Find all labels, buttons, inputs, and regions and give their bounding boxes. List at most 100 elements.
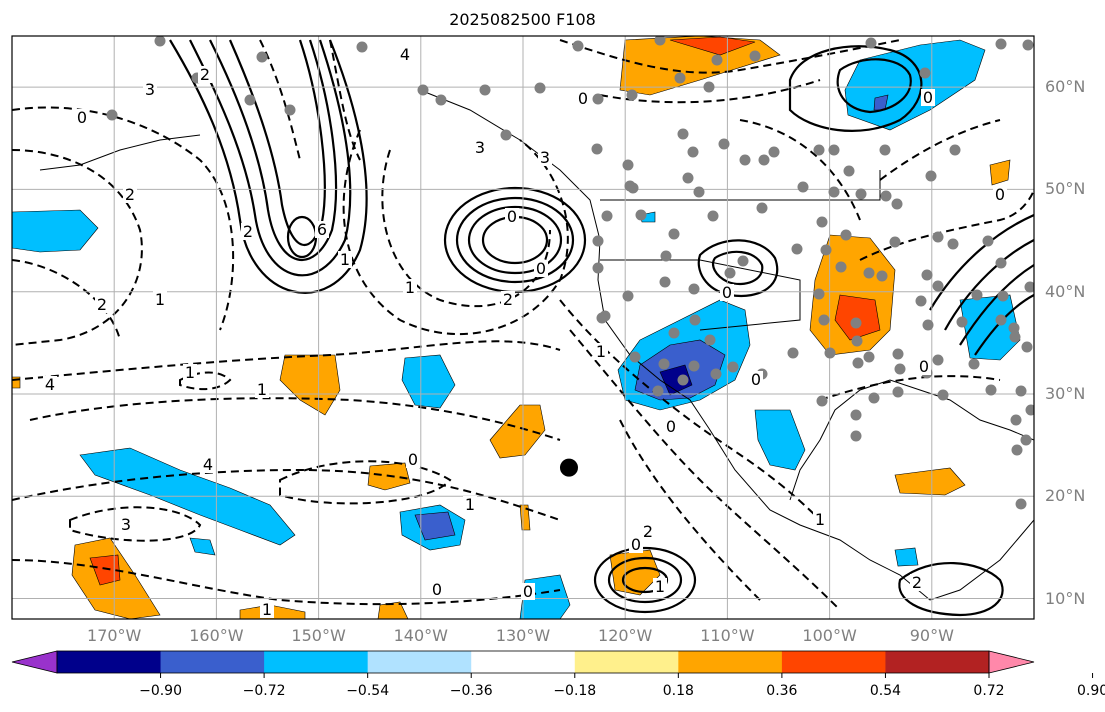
contour-label-bg <box>255 381 269 398</box>
lon-tick-label: 110°W <box>700 626 755 645</box>
contour-label-bg <box>505 208 519 225</box>
contour-label: 4 <box>400 45 410 64</box>
contour-label: 0 <box>631 535 641 554</box>
lon-tick-label: 170°W <box>87 626 142 645</box>
station-dot <box>915 295 927 307</box>
contour-label: 0 <box>77 108 87 127</box>
contour-label-bg <box>664 418 678 435</box>
station-dot <box>947 238 959 250</box>
station-dot <box>863 267 875 279</box>
station-dot <box>674 72 686 84</box>
station-dot <box>816 395 828 407</box>
contour-label-bg <box>119 516 133 533</box>
station-dot <box>850 409 862 421</box>
station-dot <box>1024 281 1034 293</box>
station-dot <box>956 316 968 328</box>
station-dot <box>688 283 700 295</box>
contour-label-bg <box>629 536 643 553</box>
colorbar-segment <box>574 651 679 673</box>
colorbar <box>11 650 1094 678</box>
contour-label: 1 <box>257 380 267 399</box>
station-dot <box>534 82 546 94</box>
contour-label-bg <box>653 578 667 595</box>
station-dot <box>982 235 994 247</box>
station-dot <box>995 257 1007 269</box>
station-dot <box>711 54 723 66</box>
colorbar-segment <box>160 651 265 673</box>
station-dot <box>704 334 716 346</box>
contour-label-bg <box>406 451 420 468</box>
lat-tick-label: 50°N <box>1045 179 1086 199</box>
lat-tick-label: 20°N <box>1045 486 1086 506</box>
contour-label-bg <box>749 371 763 388</box>
colorbar-tick-label: −0.72 <box>242 683 286 699</box>
station-dot <box>879 144 891 156</box>
colorbar-segment <box>57 651 162 673</box>
contour-label: 0 <box>432 580 442 599</box>
lon-tick-label: 160°W <box>189 626 244 645</box>
station-dot <box>850 317 862 329</box>
station-dot <box>659 276 671 288</box>
station-dot <box>937 389 949 401</box>
station-dot <box>1021 341 1033 353</box>
contour-label-bg <box>534 260 548 277</box>
station-dot <box>824 347 836 359</box>
station-dot <box>256 51 268 63</box>
contour-label: 2 <box>125 185 135 204</box>
station-dot <box>724 267 736 279</box>
contour-label: 0 <box>666 417 676 436</box>
station-dot <box>1010 414 1022 426</box>
colorbar-tick-label: 0.72 <box>973 683 1005 699</box>
station-dot <box>855 188 867 200</box>
contour-label-bg <box>95 296 109 313</box>
station-dot <box>968 358 980 370</box>
contour-label: 2 <box>503 290 513 309</box>
lon-tick-label: 150°W <box>291 626 346 645</box>
contour-label-bg <box>576 90 590 107</box>
contour-label: 0 <box>523 582 533 601</box>
station-dot <box>244 94 256 106</box>
station-dot <box>889 236 901 248</box>
station-dot <box>813 144 825 156</box>
station-dot <box>1009 331 1021 343</box>
colorbar-segment <box>781 651 886 673</box>
station-dot <box>1020 434 1032 446</box>
station-dot <box>284 104 296 116</box>
contour-label-bg <box>201 456 215 473</box>
contour-label-bg <box>260 601 274 618</box>
contour-label: 0 <box>578 89 588 108</box>
station-dots <box>106 36 1034 510</box>
station-dot <box>687 146 699 158</box>
station-dot <box>592 262 604 274</box>
station-dot <box>891 198 903 210</box>
lon-tick-label: 120°W <box>598 626 653 645</box>
station-dot <box>851 335 863 347</box>
map-title: 2025082500 F108 <box>449 10 596 29</box>
contour-label-bg <box>993 186 1007 203</box>
contour-label: 2 <box>243 222 253 241</box>
lon-tick-label: 140°W <box>393 626 448 645</box>
station-dot <box>995 38 1007 50</box>
station-dot <box>417 84 429 96</box>
colorbar-tick-label: −0.90 <box>139 683 182 699</box>
station-dot <box>787 347 799 359</box>
colorbar-frame <box>56 650 990 674</box>
contour-label-bg <box>398 46 412 63</box>
station-dot <box>797 181 809 193</box>
station-dot <box>660 250 672 262</box>
contour-label-bg <box>463 496 477 513</box>
station-dot <box>835 261 847 273</box>
contour-label: 3 <box>121 515 131 534</box>
contour-label-bg <box>921 89 935 106</box>
colorbar-segment <box>264 651 369 673</box>
station-dot <box>435 94 447 106</box>
station-dot <box>668 228 680 240</box>
station-dot <box>727 361 739 373</box>
station-dot <box>718 138 730 150</box>
lon-tick-label: 130°W <box>495 626 551 645</box>
contour-label-bg <box>153 291 167 308</box>
contour-label: 3 <box>540 148 550 167</box>
station-dot <box>1008 322 1020 334</box>
contour-label: 0 <box>408 450 418 469</box>
